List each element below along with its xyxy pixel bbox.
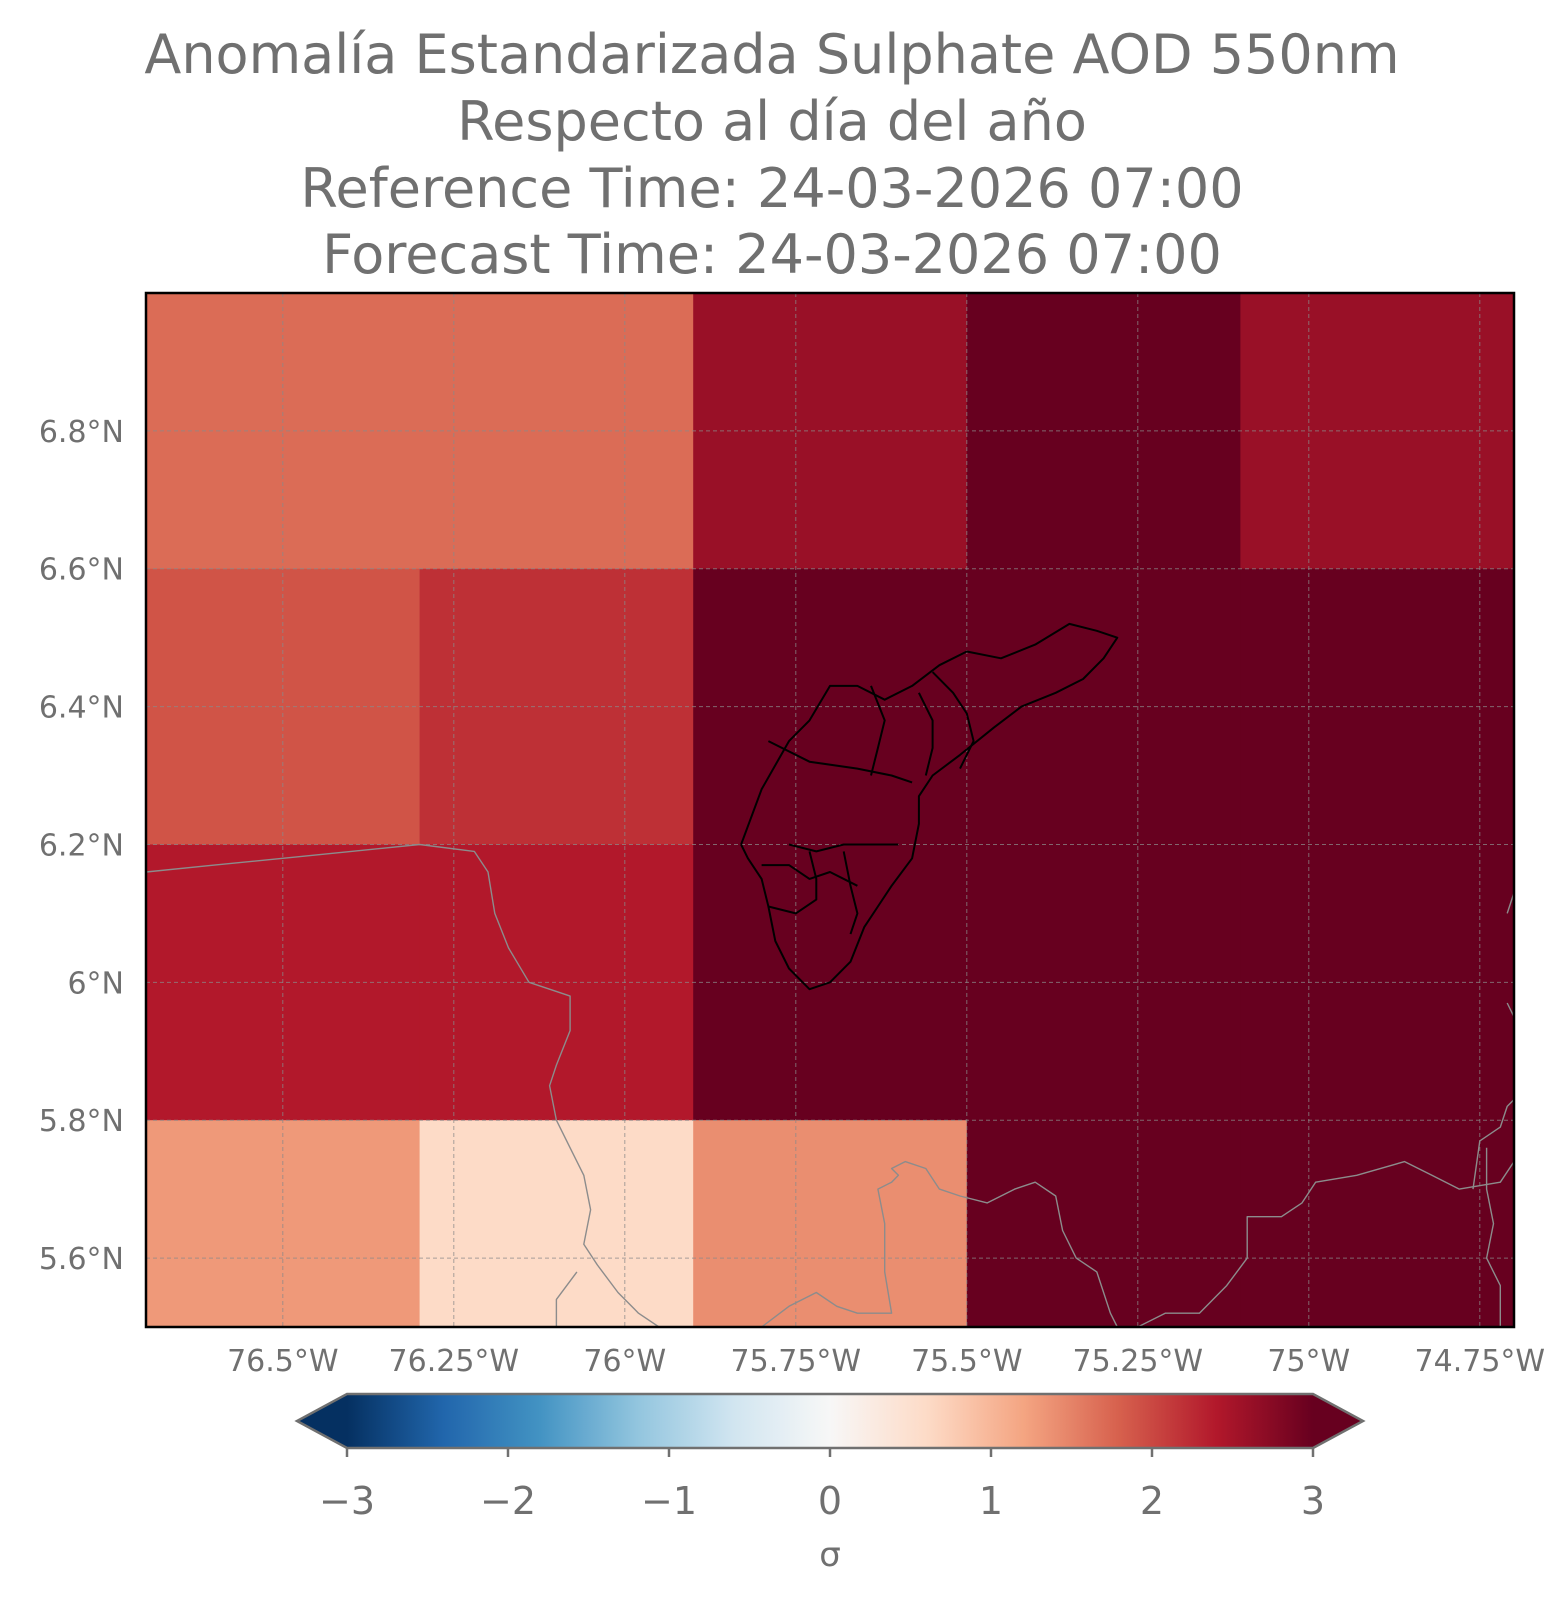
anomaly-cell [966, 844, 1241, 1121]
coastline [1137, 1160, 1514, 1327]
municipality-boundary [788, 843, 899, 853]
municipality-boundary [761, 864, 858, 887]
x-tick-label: 76°W [583, 1344, 666, 1379]
municipality-boundary [870, 685, 886, 776]
municipality-boundary [768, 851, 818, 915]
title-line-2: Respecto al día del año [457, 90, 1087, 153]
coastline [555, 1271, 578, 1327]
y-tick-label: 5.8°N [39, 1104, 124, 1139]
anomaly-cell [419, 568, 694, 846]
coastline [761, 1160, 1118, 1327]
x-tick-label: 75°W [1267, 1344, 1350, 1379]
title-line-3: Reference Time: 24-03-2026 07:00 [300, 157, 1244, 220]
colorbar-tick-label: 0 [818, 1479, 842, 1523]
title-line-1: Anomalía Estandarizada Sulphate AOD 550n… [144, 23, 1400, 86]
colorbar-extend-low [297, 1394, 348, 1448]
anomaly-cell [419, 293, 694, 570]
coastline [1485, 1147, 1502, 1327]
x-tick-label: 74.75°W [1415, 1344, 1544, 1379]
anomaly-cell [1240, 293, 1514, 570]
anomaly-cell [693, 1120, 968, 1327]
x-tick-label: 76.25°W [389, 1344, 520, 1379]
x-tick-label: 75.5°W [911, 1344, 1022, 1379]
colorbar-tick-label: −3 [319, 1479, 375, 1523]
anomaly-cell [693, 293, 968, 570]
y-tick-labels: 5.6°N 5.8°N 6°N 6.2°N 6.4°N 6.6°N 6.8°N [39, 415, 124, 1277]
municipality-boundary [931, 671, 975, 770]
colorbar-tick-label: 2 [1140, 1479, 1164, 1523]
coastline [1472, 1099, 1514, 1190]
anomaly-cell [966, 293, 1241, 570]
x-tick-label: 75.75°W [731, 1344, 862, 1379]
y-tick-label: 5.6°N [39, 1242, 124, 1277]
y-tick-label: 6°N [67, 966, 124, 1001]
colorbar-label: σ [819, 1535, 841, 1575]
anomaly-cell [966, 568, 1241, 846]
y-tick-label: 6.2°N [39, 828, 124, 863]
colorbar-gradient [347, 1394, 1313, 1448]
colorbar-tick-label: 1 [979, 1479, 1003, 1523]
anomaly-cell [693, 568, 968, 846]
colorbar-tick-label: −1 [641, 1479, 697, 1523]
region-boundaries [740, 622, 1119, 991]
y-tick-label: 6.6°N [39, 553, 124, 588]
anomaly-cells [146, 293, 1514, 1327]
colorbar-tick-label: 3 [1301, 1479, 1325, 1523]
x-tick-label: 75.25°W [1073, 1344, 1204, 1379]
municipality-boundary [918, 692, 934, 776]
municipality-boundary [842, 851, 859, 935]
anomaly-cell [1240, 568, 1514, 846]
colorbar: −3 −2 −1 0 1 2 3 σ [294, 1392, 1366, 1575]
anomaly-cell [966, 1120, 1241, 1327]
coastline-borders [146, 843, 1514, 1327]
y-tick-label: 6.8°N [39, 415, 124, 450]
coastline [146, 843, 660, 1327]
anomaly-cell [1240, 844, 1514, 1121]
anomaly-cell [1240, 1120, 1514, 1327]
municipality-boundary [767, 740, 913, 784]
anomaly-cell [419, 1120, 694, 1327]
y-tick-label: 6.4°N [39, 691, 124, 726]
municipality-boundary [740, 622, 1119, 991]
anomaly-cell [419, 844, 694, 1121]
colorbar-tick-label: −2 [480, 1479, 536, 1523]
map-frame [144, 291, 1516, 1329]
title-line-4: Forecast Time: 24-03-2026 07:00 [322, 223, 1222, 286]
x-tick-labels: 76.5°W 76.25°W 76°W 75.75°W 75.5°W 75.25°W 75°… [227, 1344, 1544, 1379]
colorbar-extend-high [1312, 1394, 1363, 1448]
x-tick-label: 76.5°W [227, 1344, 338, 1379]
gridlines [146, 293, 1514, 1327]
